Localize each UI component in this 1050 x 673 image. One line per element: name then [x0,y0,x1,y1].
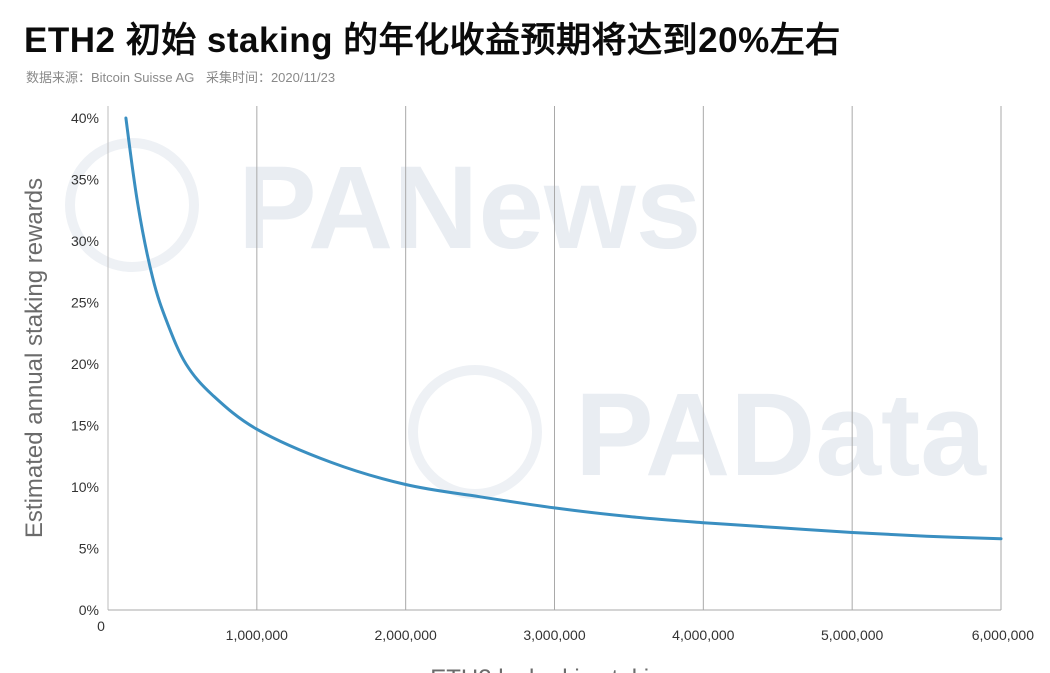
panews-watermark-text: PANews [238,142,701,274]
y-tick-label: 40% [71,110,99,126]
y-tick-label: 15% [71,418,99,434]
y-tick-label: 35% [71,172,99,188]
x-axis-ticks: 0 1,000,000 2,000,000 3,000,000 4,000,000 5,0… [97,618,1034,643]
x-tick-label: 6,000,000 [972,627,1034,643]
x-tick-label: 0 [97,618,105,634]
y-axis-ticks: 0% 5% 10% 15% 20% 25% 30% 35% 40% [71,110,99,618]
x-tick-label: 3,000,000 [523,627,585,643]
panews-watermark: PANews [65,138,701,274]
padata-watermark: PAData [408,365,987,501]
source-line: 数据来源：Bitcoin Suisse AG 采集时间：2020/11/23 [26,67,343,86]
y-tick-label: 5% [79,541,99,557]
page-title: ETH2 初始 staking 的年化收益预期将达到20%左右 [24,21,841,60]
padata-watermark-logo [408,365,542,499]
y-tick-label: 25% [71,295,99,311]
y-tick-label: 20% [71,356,99,372]
x-tick-label: 2,000,000 [375,627,437,643]
y-tick-label: 30% [71,233,99,249]
x-tick-label: 5,000,000 [821,627,883,643]
y-tick-label: 10% [71,479,99,495]
grid-lines [107,106,1002,611]
y-axis-label: Estimated annual staking rewards [21,178,48,538]
padata-watermark-text: PAData [575,369,987,501]
x-axis-label: ETH2 locked in staking [430,665,675,673]
data-source: 数据来源：Bitcoin Suisse AG [26,70,195,85]
watermark-layer: PANews PAData [65,138,987,501]
x-tick-label: 4,000,000 [672,627,734,643]
staking-rewards-line [124,116,1003,541]
panews-watermark-logo [65,138,199,272]
y-tick-label: 0% [79,602,99,618]
x-tick-label: 1,000,000 [226,627,288,643]
collection-date: 采集时间：2020/11/23 [205,70,336,85]
